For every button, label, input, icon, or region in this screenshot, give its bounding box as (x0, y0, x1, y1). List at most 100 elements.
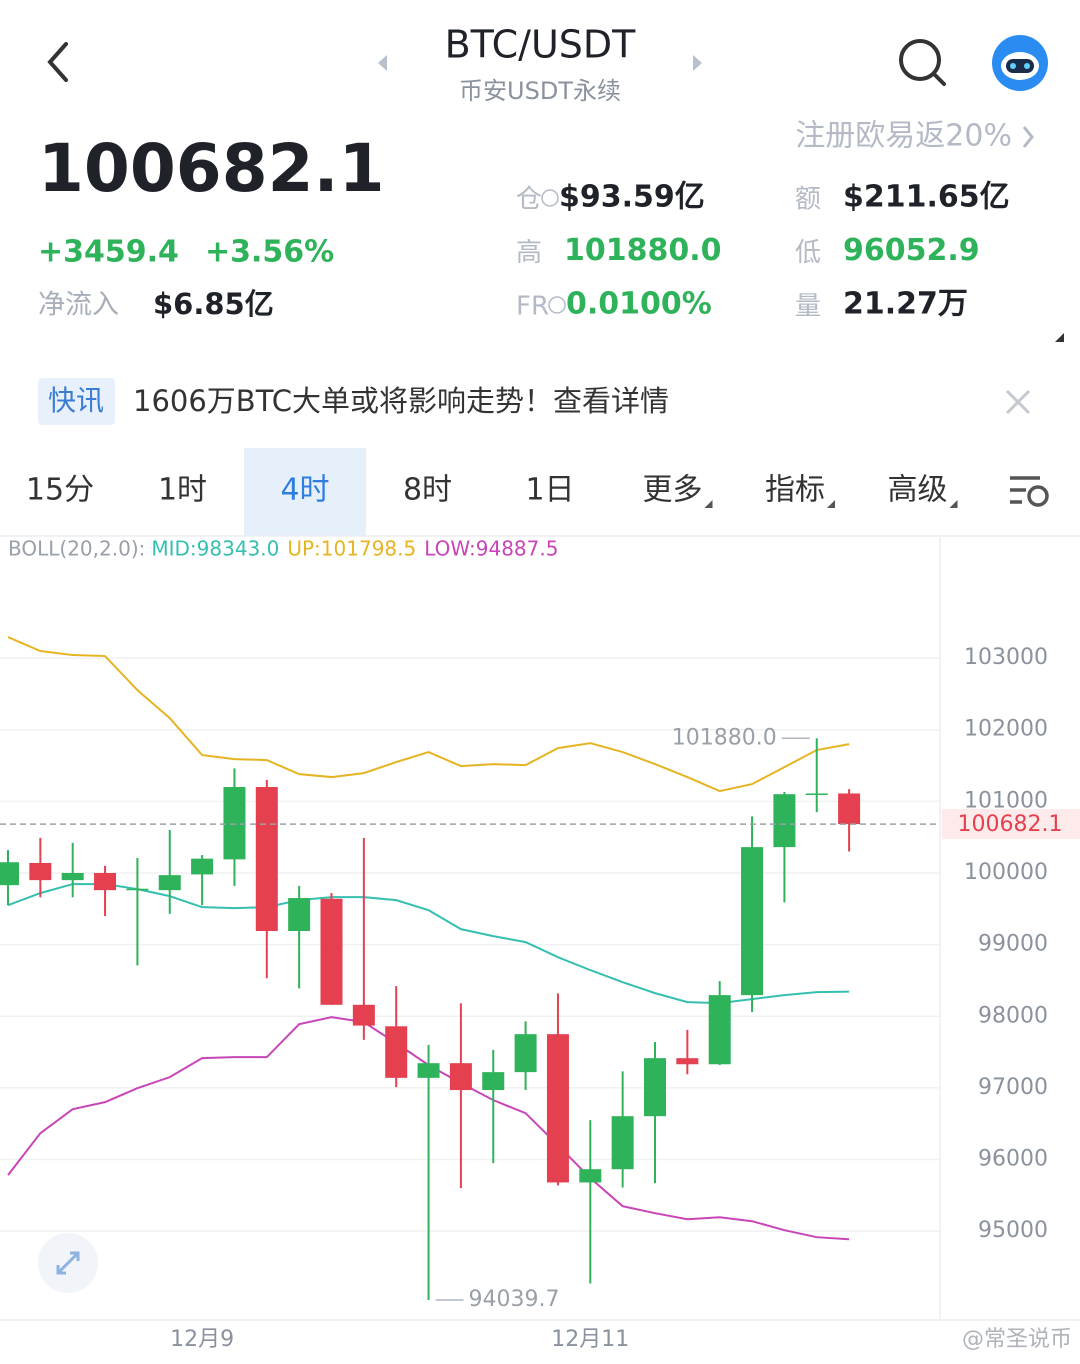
price-change: +3459.4 (38, 235, 179, 270)
legend-entry: LOW:94887.5 (424, 537, 558, 561)
tab[interactable]: 15分 (26, 473, 94, 508)
tab-selected-bg (244, 448, 366, 536)
stat-value: 0.0100% (566, 287, 712, 322)
stat-label: 高 (516, 238, 542, 268)
candle-body (352, 1004, 375, 1026)
netflow-value: $6.85亿 (153, 287, 274, 321)
legend-entry: MID:98343.0 (151, 537, 279, 561)
min-label: 94039.7 (469, 1287, 560, 1312)
last-price-label: 100682.1 (958, 812, 1063, 837)
stat-value: 21.27万 (843, 287, 968, 322)
y-tick-label: 98000 (978, 1003, 1048, 1028)
news-text[interactable]: 1606万BTC大单或将影响走势！查看详情 (133, 384, 669, 418)
avatar[interactable] (992, 35, 1048, 91)
candle-body (773, 794, 796, 848)
candlestick-chart: 9500096000970009800099000100000101000102… (0, 537, 1080, 1352)
next-pair[interactable] (693, 55, 702, 71)
indicator-label: BOLL(20,2.0): (8, 537, 145, 561)
candle-body (29, 862, 52, 881)
back-button[interactable] (47, 42, 68, 82)
candle-body (94, 872, 117, 891)
search-button[interactable] (899, 39, 946, 86)
stat-label: 量 (795, 292, 821, 322)
candle-body (255, 787, 278, 932)
fullscreen-button[interactable] (38, 1233, 98, 1293)
tab[interactable]: 4时 (280, 473, 329, 508)
tab-dropdown (827, 500, 835, 508)
candle-body (0, 862, 19, 886)
candle-body (417, 1063, 440, 1078)
tab-dropdown (949, 500, 958, 508)
expand-stats[interactable] (1055, 333, 1064, 342)
x-tick-label: 12月9 (170, 1327, 234, 1352)
x-tick-label: 12月11 (551, 1327, 629, 1352)
candle-body (449, 1063, 472, 1091)
news-close[interactable] (1005, 389, 1031, 415)
tab[interactable]: 8时 (403, 473, 452, 508)
boll-line (7, 636, 850, 793)
stat-label: 低 (795, 238, 821, 268)
last-price: 100682.1 (38, 130, 385, 207)
candle-body (611, 1116, 634, 1170)
pair-subtitle: 币安USDT永续 (459, 77, 621, 105)
candle-body (741, 847, 764, 996)
y-tick-label: 102000 (964, 717, 1048, 742)
y-tick-label: 96000 (978, 1147, 1048, 1172)
y-tick-label: 100000 (964, 860, 1048, 885)
watermark: @常圣说币 (962, 1327, 1072, 1352)
info-icon[interactable] (548, 296, 566, 314)
news-tag: 快讯 (48, 384, 104, 417)
stat-label: 额 (795, 185, 821, 215)
promo-link[interactable]: 注册欧易返20% (795, 119, 1012, 154)
candle-body (676, 1058, 699, 1065)
tab-dropdown (704, 500, 713, 508)
candle-body (158, 875, 181, 891)
stat-label: 仓 (516, 185, 542, 215)
candle-body (546, 1034, 569, 1183)
candle-body (805, 793, 828, 795)
netflow-label: 净流入 (38, 290, 119, 321)
y-tick-label: 95000 (978, 1218, 1048, 1243)
y-tick-label: 103000 (964, 645, 1048, 670)
candle-body (579, 1169, 602, 1183)
max-label: 101880.0 (672, 725, 777, 750)
candle-body (482, 1072, 505, 1091)
candle-body (191, 858, 214, 875)
tab[interactable]: 更多 (643, 473, 703, 508)
stat-label: FR (516, 292, 549, 322)
tab[interactable]: 指标 (765, 473, 825, 508)
stat-value: $211.65亿 (843, 180, 1010, 215)
price-change-pct: +3.56% (205, 235, 334, 270)
pair-title[interactable]: BTC/USDT (445, 23, 637, 67)
candle-body (288, 898, 311, 932)
prev-pair[interactable] (378, 55, 387, 71)
stat-value: 101880.0 (564, 233, 722, 268)
candle-body (385, 1026, 408, 1078)
candle-body (320, 898, 343, 1005)
tab[interactable]: 高级 (888, 473, 948, 508)
tab[interactable]: 1时 (158, 473, 207, 508)
candle-body (514, 1034, 537, 1073)
last-price-tag (942, 809, 1080, 840)
promo-arrow (1022, 126, 1034, 148)
candle-body (708, 995, 731, 1065)
candle-body (126, 888, 149, 891)
y-tick-label: 99000 (978, 932, 1048, 957)
legend-entry: UP:101798.5 (287, 537, 416, 561)
chart-settings[interactable] (1010, 476, 1049, 507)
boll-legend: BOLL(20,2.0): MID:98343.0 UP:101798.5 LOW:9… (8, 537, 558, 561)
candle-body (223, 787, 246, 860)
tab[interactable]: 1日 (525, 473, 574, 508)
timeframe-tabs: 15分 1时 4时 8时 1日 更多 指标 高级 (26, 448, 958, 536)
candle-body (644, 1058, 666, 1117)
y-tick-label: 97000 (978, 1075, 1048, 1100)
info-icon[interactable] (541, 189, 559, 207)
candle-body (61, 872, 84, 881)
stat-value: $93.59亿 (559, 180, 705, 215)
news-tag-bg (38, 378, 115, 425)
boll-line (7, 883, 850, 1005)
stat-value: 96052.9 (843, 233, 980, 268)
